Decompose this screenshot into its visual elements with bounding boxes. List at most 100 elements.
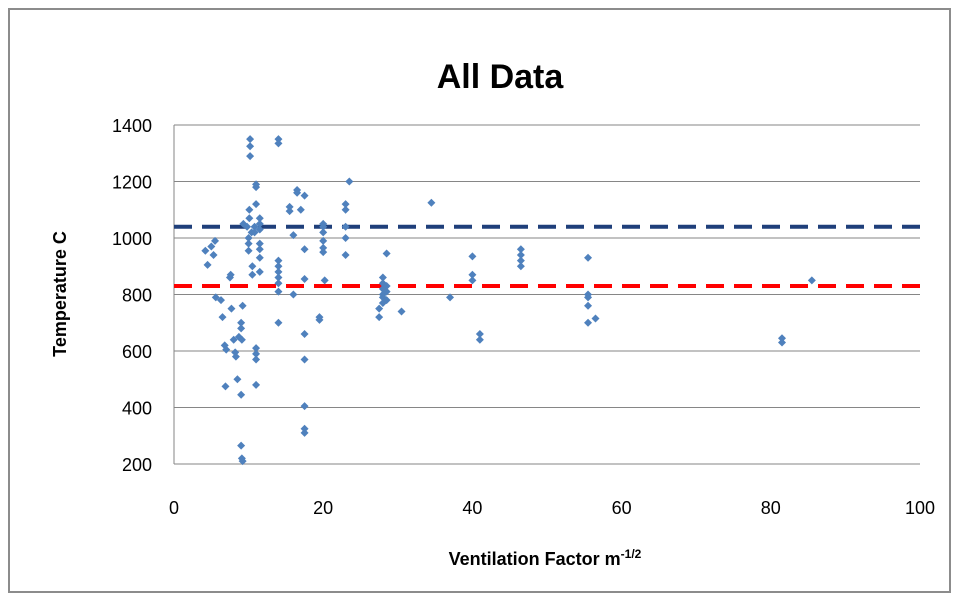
data-point: [300, 424, 309, 433]
data-point: [584, 318, 593, 327]
data-point: [248, 270, 257, 279]
data-point: [255, 219, 264, 228]
data-point: [274, 262, 283, 271]
data-point: [243, 222, 252, 231]
data-point: [427, 198, 436, 207]
data-point: [209, 250, 218, 259]
y-tick-label: 400: [122, 399, 152, 419]
data-point: [248, 262, 257, 271]
x-axis-title-superscript: -1/2: [621, 547, 642, 561]
data-point: [591, 314, 600, 323]
data-point: [216, 296, 225, 305]
data-point: [300, 428, 309, 437]
data-point: [468, 270, 477, 279]
data-point: [341, 205, 350, 214]
x-axis-title: Ventilation Factor m-1/2: [449, 547, 642, 569]
data-point: [382, 282, 391, 291]
data-point: [226, 270, 235, 279]
data-point: [222, 345, 231, 354]
data-point: [300, 191, 309, 200]
y-tick-label: 1000: [112, 229, 152, 249]
data-point: [237, 335, 246, 344]
data-point: [227, 304, 236, 313]
data-point: [293, 188, 302, 197]
data-point: [807, 276, 816, 285]
y-tick-label: 800: [122, 286, 152, 306]
data-point: [244, 239, 253, 248]
data-point: [255, 253, 264, 262]
data-point: [516, 250, 525, 259]
data-point: [516, 262, 525, 271]
x-axis-ticks: 0 20 40 60 80 100: [169, 498, 935, 518]
data-point: [285, 202, 294, 211]
data-point: [300, 274, 309, 283]
data-point: [274, 267, 283, 276]
data-point: [252, 344, 261, 353]
y-tick-label: 1200: [112, 173, 152, 193]
data-point: [289, 231, 298, 240]
chart-title: All Data: [437, 58, 565, 96]
data-point: [246, 142, 255, 151]
data-point: [300, 355, 309, 364]
data-point: [274, 139, 283, 148]
data-point: [274, 287, 283, 296]
data-points: [201, 135, 816, 466]
data-point: [516, 256, 525, 265]
data-point: [285, 207, 294, 216]
data-point: [319, 243, 328, 252]
data-point: [252, 183, 261, 192]
data-point: [341, 200, 350, 209]
data-point: [274, 135, 283, 144]
data-point: [375, 304, 384, 313]
data-point: [274, 273, 283, 282]
data-point: [246, 135, 255, 144]
data-point: [252, 200, 261, 209]
data-point: [468, 276, 477, 285]
data-point: [274, 279, 283, 288]
y-axis-title: Temperature C: [50, 231, 70, 357]
data-point: [237, 318, 246, 327]
data-point: [315, 315, 324, 324]
data-point: [397, 307, 406, 316]
data-point: [244, 246, 253, 255]
x-tick-label: 0: [169, 498, 179, 518]
data-point: [296, 205, 305, 214]
data-point: [584, 293, 593, 302]
data-point: [238, 457, 247, 466]
data-point: [382, 296, 391, 305]
data-point: [382, 287, 391, 296]
data-point: [245, 214, 254, 223]
data-point: [255, 239, 264, 248]
data-point: [255, 267, 264, 276]
data-point: [300, 402, 309, 411]
data-point: [777, 334, 786, 343]
data-point: [584, 253, 593, 262]
data-point: [252, 349, 261, 358]
data-point: [246, 152, 255, 161]
data-point: [255, 245, 264, 254]
data-point: [516, 245, 525, 254]
data-point: [320, 276, 329, 285]
data-point: [255, 214, 264, 223]
data-point: [468, 252, 477, 261]
data-point: [319, 236, 328, 245]
y-tick-label: 1400: [112, 116, 152, 136]
data-point: [341, 222, 350, 231]
x-axis-title-text: Ventilation Factor m: [449, 549, 621, 569]
data-point: [252, 380, 261, 389]
data-point: [252, 355, 261, 364]
x-tick-label: 20: [313, 498, 333, 518]
data-point: [231, 352, 240, 361]
data-point: [238, 301, 247, 310]
y-tick-label: 600: [122, 342, 152, 362]
data-point: [475, 330, 484, 339]
data-point: [250, 222, 259, 231]
x-tick-label: 60: [612, 498, 632, 518]
data-point: [375, 313, 384, 322]
data-point: [218, 313, 227, 322]
data-point: [300, 245, 309, 254]
gridlines: [173, 124, 920, 465]
data-point: [237, 390, 246, 399]
reference-lines: [174, 224, 920, 289]
